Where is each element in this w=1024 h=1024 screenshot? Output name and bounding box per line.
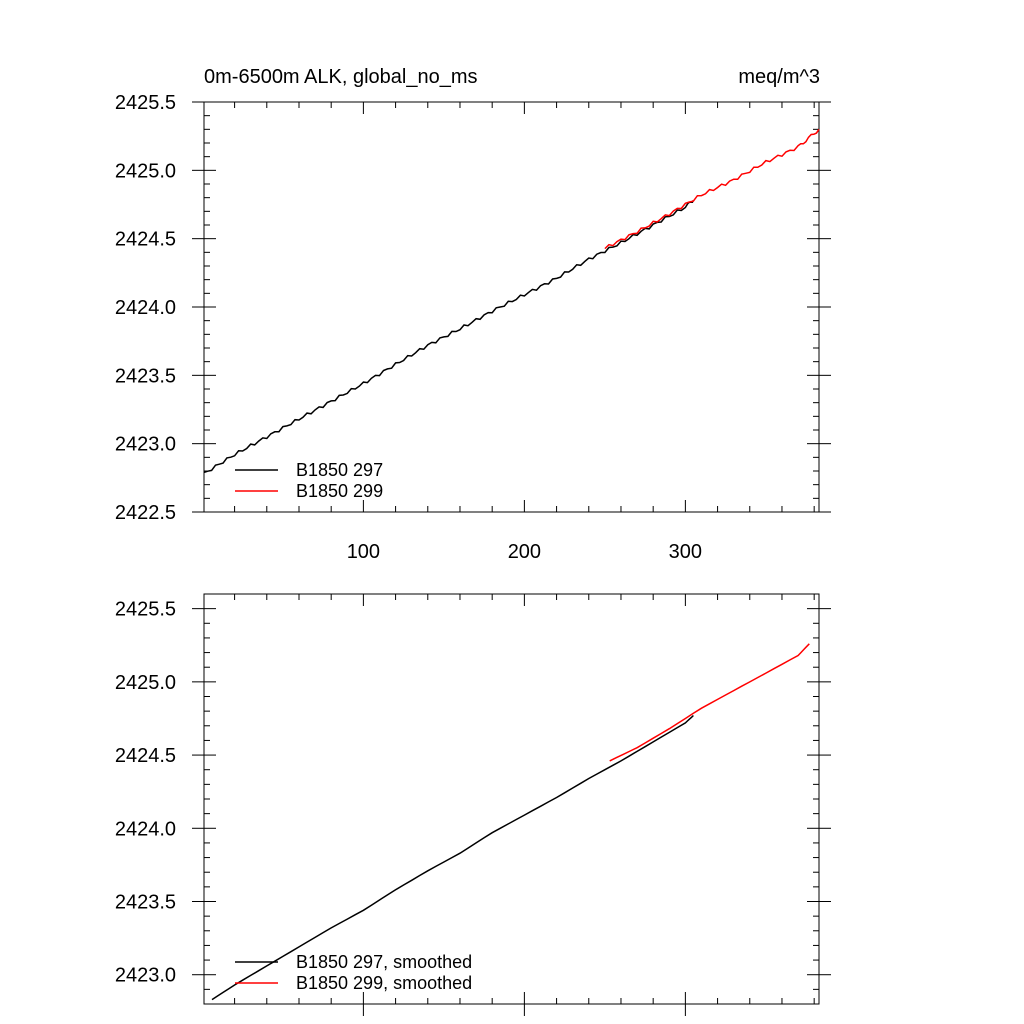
bottom-series [211, 643, 810, 1001]
y-tick-label: 2423.0 [115, 965, 176, 987]
legend-label: B1850 299, smoothed [296, 973, 472, 993]
top-title-right: meq/m^3 [738, 66, 820, 88]
y-tick-label: 2425.0 [115, 160, 176, 182]
series-line-0 [203, 200, 695, 474]
y-tick-label: 2422.5 [115, 502, 176, 524]
y-tick-label: 2424.0 [115, 818, 176, 840]
x-tick-label: 300 [669, 541, 702, 563]
top-plot-frame [203, 101, 820, 513]
top-title-left: 0m-6500m ALK, global_no_ms [204, 66, 478, 88]
y-tick-label: 2424.0 [115, 297, 176, 319]
y-tick-label: 2423.0 [115, 434, 176, 456]
series-line-1 [604, 128, 820, 250]
x-tick-label: 200 [508, 541, 541, 563]
y-tick-label: 2424.5 [115, 229, 176, 251]
legend-label: B1850 297 [296, 460, 383, 480]
bottom-plot-frame [203, 593, 820, 1005]
top-panel: 0m-6500m ALK, global_no_ms meq/m^3 100 20… [115, 66, 831, 563]
top-series [203, 128, 820, 474]
y-tick-label: 2425.0 [115, 672, 176, 694]
y-tick-label: 2423.5 [115, 365, 176, 387]
series-line-1 [609, 643, 810, 762]
y-tick-label: 2424.5 [115, 745, 176, 767]
series-line-0 [211, 714, 694, 1001]
y-tick-label: 2425.5 [115, 599, 176, 621]
bottom-panel: 2423.0 2423.5 2424.0 2424.5 2425.0 2425.5 B18… [115, 593, 831, 1016]
legend-label: B1850 297, smoothed [296, 952, 472, 972]
bottom-ticks: 2423.0 2423.5 2424.0 2424.5 2425.0 2425.5 [115, 593, 831, 1016]
x-tick-label: 100 [347, 541, 380, 563]
y-tick-label: 2425.5 [115, 92, 176, 114]
y-tick-label: 2423.5 [115, 892, 176, 914]
top-ticks: 100 200 300 2422.5 2423.0 2423.5 2424.0 2424.5 2… [115, 92, 831, 563]
legend-label: B1850 299 [296, 481, 383, 501]
